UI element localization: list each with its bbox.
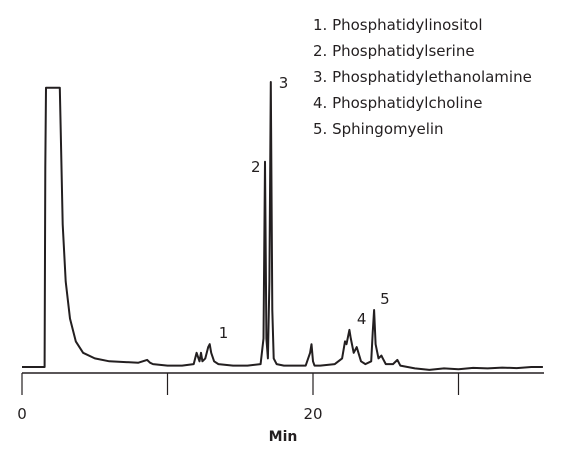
- legend-entry-sphingomyelin: 5. Sphingomyelin: [313, 120, 444, 138]
- x-tick-labels: 0 20: [17, 405, 322, 423]
- peak-labels: 1 2 3 45: [219, 74, 390, 342]
- peak-label-1: 1: [219, 324, 229, 342]
- legend: 1. Phosphatidylinositol 2. Phosphatidyls…: [313, 12, 532, 142]
- chromatogram-trace: [22, 81, 543, 371]
- x-tick-label-0: 0: [17, 405, 27, 423]
- peak-label-3: 3: [279, 74, 289, 92]
- legend-entry-phosphatidylinositol: 1. Phosphatidylinositol: [313, 16, 483, 34]
- x-axis: [21, 372, 544, 395]
- x-tick-label-20: 20: [303, 405, 322, 423]
- peak-label-2: 2: [251, 158, 261, 176]
- legend-entry-phosphatidylserine: 2. Phosphatidylserine: [313, 42, 475, 60]
- peak-label-5: 5: [380, 290, 390, 308]
- legend-entry-phosphatidylcholine: 4. Phosphatidylcholine: [313, 94, 483, 112]
- x-axis-title: Min: [269, 429, 298, 445]
- peak-label-4: 4: [357, 310, 367, 328]
- legend-entry-phosphatidylethanolamine: 3. Phosphatidylethanolamine: [313, 68, 532, 86]
